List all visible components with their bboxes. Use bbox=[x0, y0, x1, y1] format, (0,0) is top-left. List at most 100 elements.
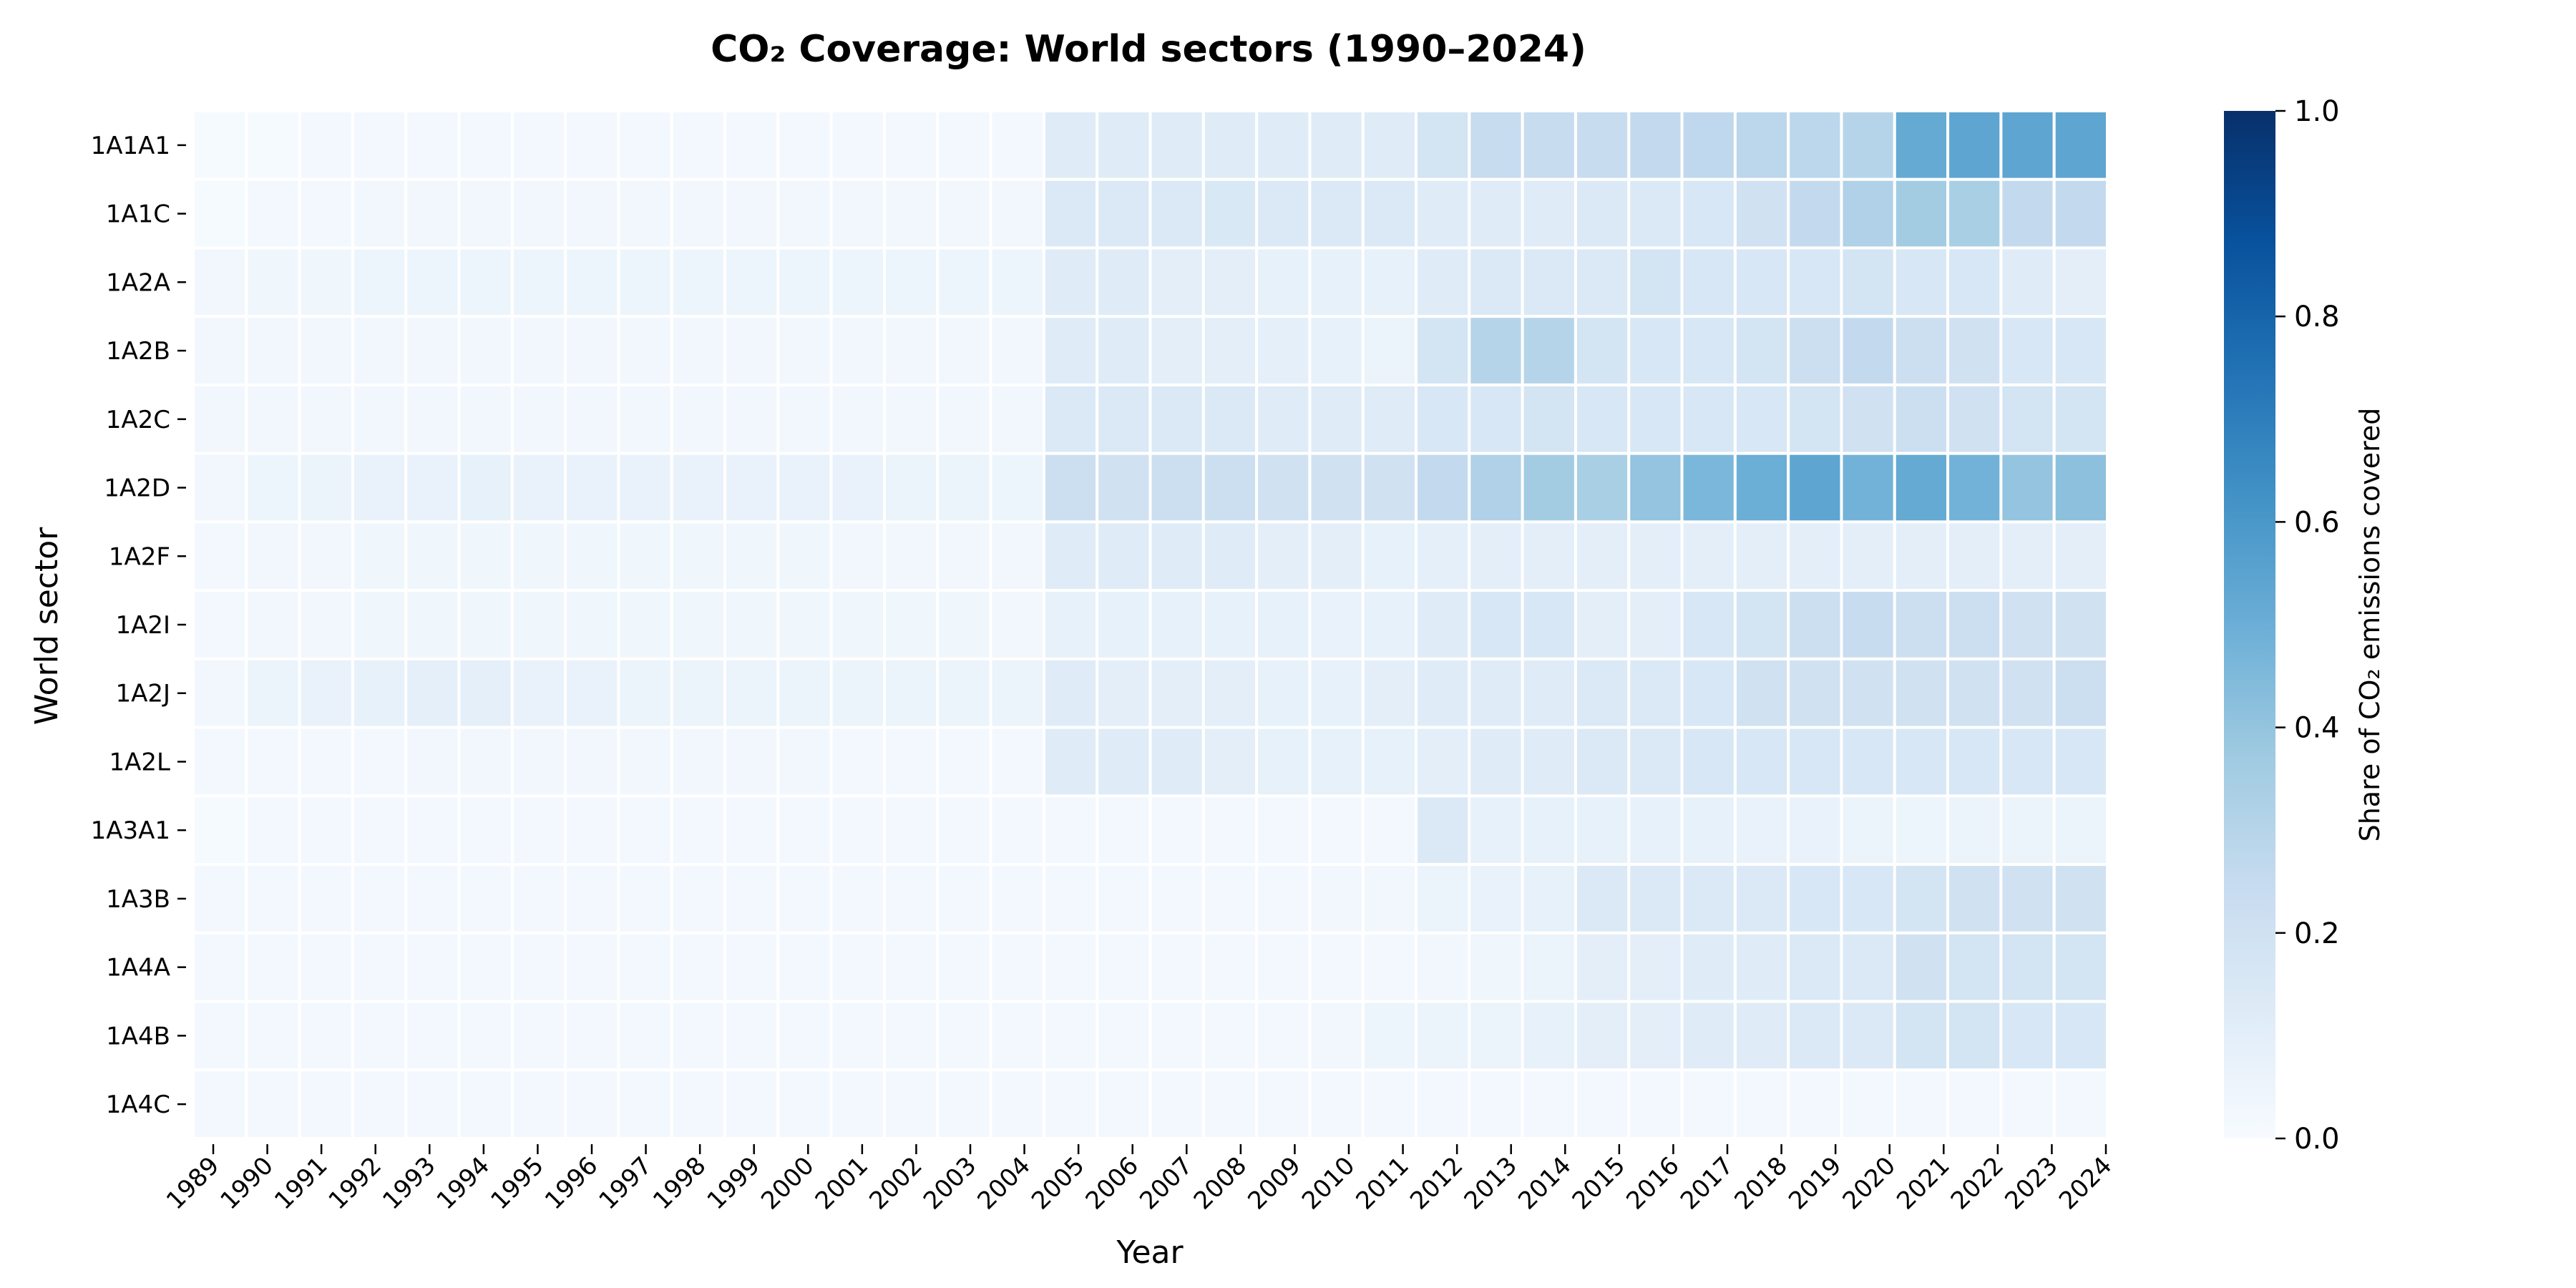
heatmap-cell bbox=[1308, 794, 1365, 867]
heatmap-cell bbox=[829, 520, 886, 592]
heatmap-cell bbox=[1201, 452, 1259, 524]
heatmap-cell bbox=[1840, 452, 1896, 524]
heatmap-cell bbox=[1787, 520, 1843, 592]
heatmap-cell bbox=[192, 1000, 248, 1072]
heatmap-cell bbox=[1946, 726, 2003, 798]
heatmap-cell bbox=[1521, 931, 1577, 1003]
heatmap-cell bbox=[1042, 931, 1099, 1003]
heatmap-cell bbox=[776, 315, 833, 386]
heatmap-cell bbox=[1148, 657, 1205, 729]
heatmap-cell bbox=[192, 315, 248, 386]
heatmap-cell bbox=[1468, 794, 1524, 867]
heatmap-cell bbox=[882, 589, 940, 660]
heatmap-cell bbox=[1096, 657, 1152, 729]
heatmap-cell bbox=[1946, 520, 2003, 592]
heatmap-cell bbox=[245, 452, 301, 524]
x-tick-label: 2016 bbox=[1621, 1151, 1684, 1215]
heatmap-cell bbox=[1255, 931, 1312, 1003]
x-tick-label: 2017 bbox=[1675, 1151, 1739, 1215]
heatmap-cell bbox=[723, 589, 780, 660]
heatmap-cell bbox=[989, 863, 1045, 935]
heatmap-cell bbox=[829, 246, 886, 318]
heatmap-cell bbox=[510, 794, 567, 867]
heatmap-cell bbox=[1255, 246, 1312, 318]
heatmap-cell bbox=[1787, 931, 1843, 1003]
heatmap-cell bbox=[1148, 726, 1205, 798]
heatmap-cell bbox=[457, 315, 514, 386]
heatmap-cell bbox=[936, 1068, 992, 1141]
heatmap-cell bbox=[510, 520, 567, 592]
heatmap-cell bbox=[1096, 931, 1152, 1003]
heatmap-cell bbox=[1148, 931, 1205, 1003]
heatmap-cell bbox=[564, 109, 620, 181]
heatmap-cell bbox=[351, 726, 408, 798]
heatmap-cell bbox=[1148, 863, 1205, 935]
heatmap-cell bbox=[617, 1068, 673, 1141]
heatmap-cell bbox=[245, 726, 301, 798]
heatmap-cell bbox=[989, 794, 1045, 867]
heatmap-cell bbox=[2052, 383, 2109, 455]
heatmap-cell bbox=[1255, 794, 1312, 867]
heatmap-cells bbox=[192, 109, 2109, 1141]
heatmap-cell bbox=[670, 520, 727, 592]
heatmap-cell bbox=[245, 383, 301, 455]
heatmap-cell bbox=[192, 520, 248, 592]
heatmap-cell bbox=[1840, 589, 1896, 660]
y-tick-label: 1A3A1 bbox=[91, 816, 170, 845]
heatmap-cell bbox=[1787, 1000, 1843, 1072]
heatmap-cell bbox=[1840, 863, 1896, 935]
heatmap-cell bbox=[776, 794, 833, 867]
heatmap-cell bbox=[1201, 589, 1259, 660]
x-tick-label: 2014 bbox=[1513, 1151, 1576, 1215]
heatmap-cell bbox=[723, 726, 780, 798]
heatmap-cell bbox=[670, 657, 727, 729]
heatmap-cell bbox=[723, 1000, 780, 1072]
x-tick-label: 1997 bbox=[593, 1151, 657, 1215]
heatmap-cell bbox=[192, 1068, 248, 1141]
heatmap-cell bbox=[1521, 315, 1577, 386]
x-tick-label: 1994 bbox=[431, 1151, 495, 1215]
heatmap-cell bbox=[776, 383, 833, 455]
heatmap-cell bbox=[404, 589, 461, 660]
heatmap-cell bbox=[1946, 246, 2003, 318]
heatmap-cell bbox=[404, 1068, 461, 1141]
heatmap-cell bbox=[1415, 931, 1471, 1003]
heatmap-cell bbox=[1840, 726, 1896, 798]
heatmap-cell bbox=[1148, 1068, 1205, 1141]
heatmap-cell bbox=[776, 109, 833, 181]
heatmap-cell bbox=[1680, 1068, 1737, 1141]
heatmap-cell bbox=[1999, 657, 2056, 729]
heatmap-cell bbox=[564, 315, 620, 386]
heatmap-cell bbox=[776, 452, 833, 524]
heatmap-cell bbox=[457, 863, 514, 935]
heatmap-cell bbox=[1574, 657, 1631, 729]
heatmap-cell bbox=[1733, 177, 1790, 250]
heatmap-cell bbox=[1468, 657, 1524, 729]
heatmap-cell bbox=[351, 589, 408, 660]
heatmap-cell bbox=[404, 863, 461, 935]
heatmap-cell bbox=[298, 177, 354, 250]
heatmap-cell bbox=[1148, 246, 1205, 318]
heatmap-cell bbox=[457, 589, 514, 660]
heatmap-cell bbox=[192, 726, 248, 798]
heatmap-cell bbox=[1042, 863, 1099, 935]
heatmap-cell bbox=[457, 520, 514, 592]
heatmap-cell bbox=[1574, 109, 1631, 181]
heatmap-cell bbox=[617, 657, 673, 729]
colorbar-tick-label: 0.2 bbox=[2294, 917, 2340, 950]
heatmap-cell bbox=[1999, 794, 2056, 867]
heatmap-cell bbox=[1999, 1068, 2056, 1141]
heatmap-cell bbox=[670, 246, 727, 318]
heatmap-cell bbox=[1042, 109, 1099, 181]
heatmap-cell bbox=[1840, 109, 1896, 181]
heatmap-cell bbox=[2052, 863, 2109, 935]
heatmap-cell bbox=[1201, 246, 1259, 318]
heatmap-cell bbox=[351, 863, 408, 935]
heatmap-cell bbox=[298, 863, 354, 935]
heatmap-cell bbox=[1521, 657, 1577, 729]
heatmap-cell bbox=[670, 794, 727, 867]
heatmap-cell bbox=[404, 794, 461, 867]
heatmap-cell bbox=[298, 383, 354, 455]
heatmap-cell bbox=[1521, 452, 1577, 524]
heatmap-cell bbox=[564, 177, 620, 250]
